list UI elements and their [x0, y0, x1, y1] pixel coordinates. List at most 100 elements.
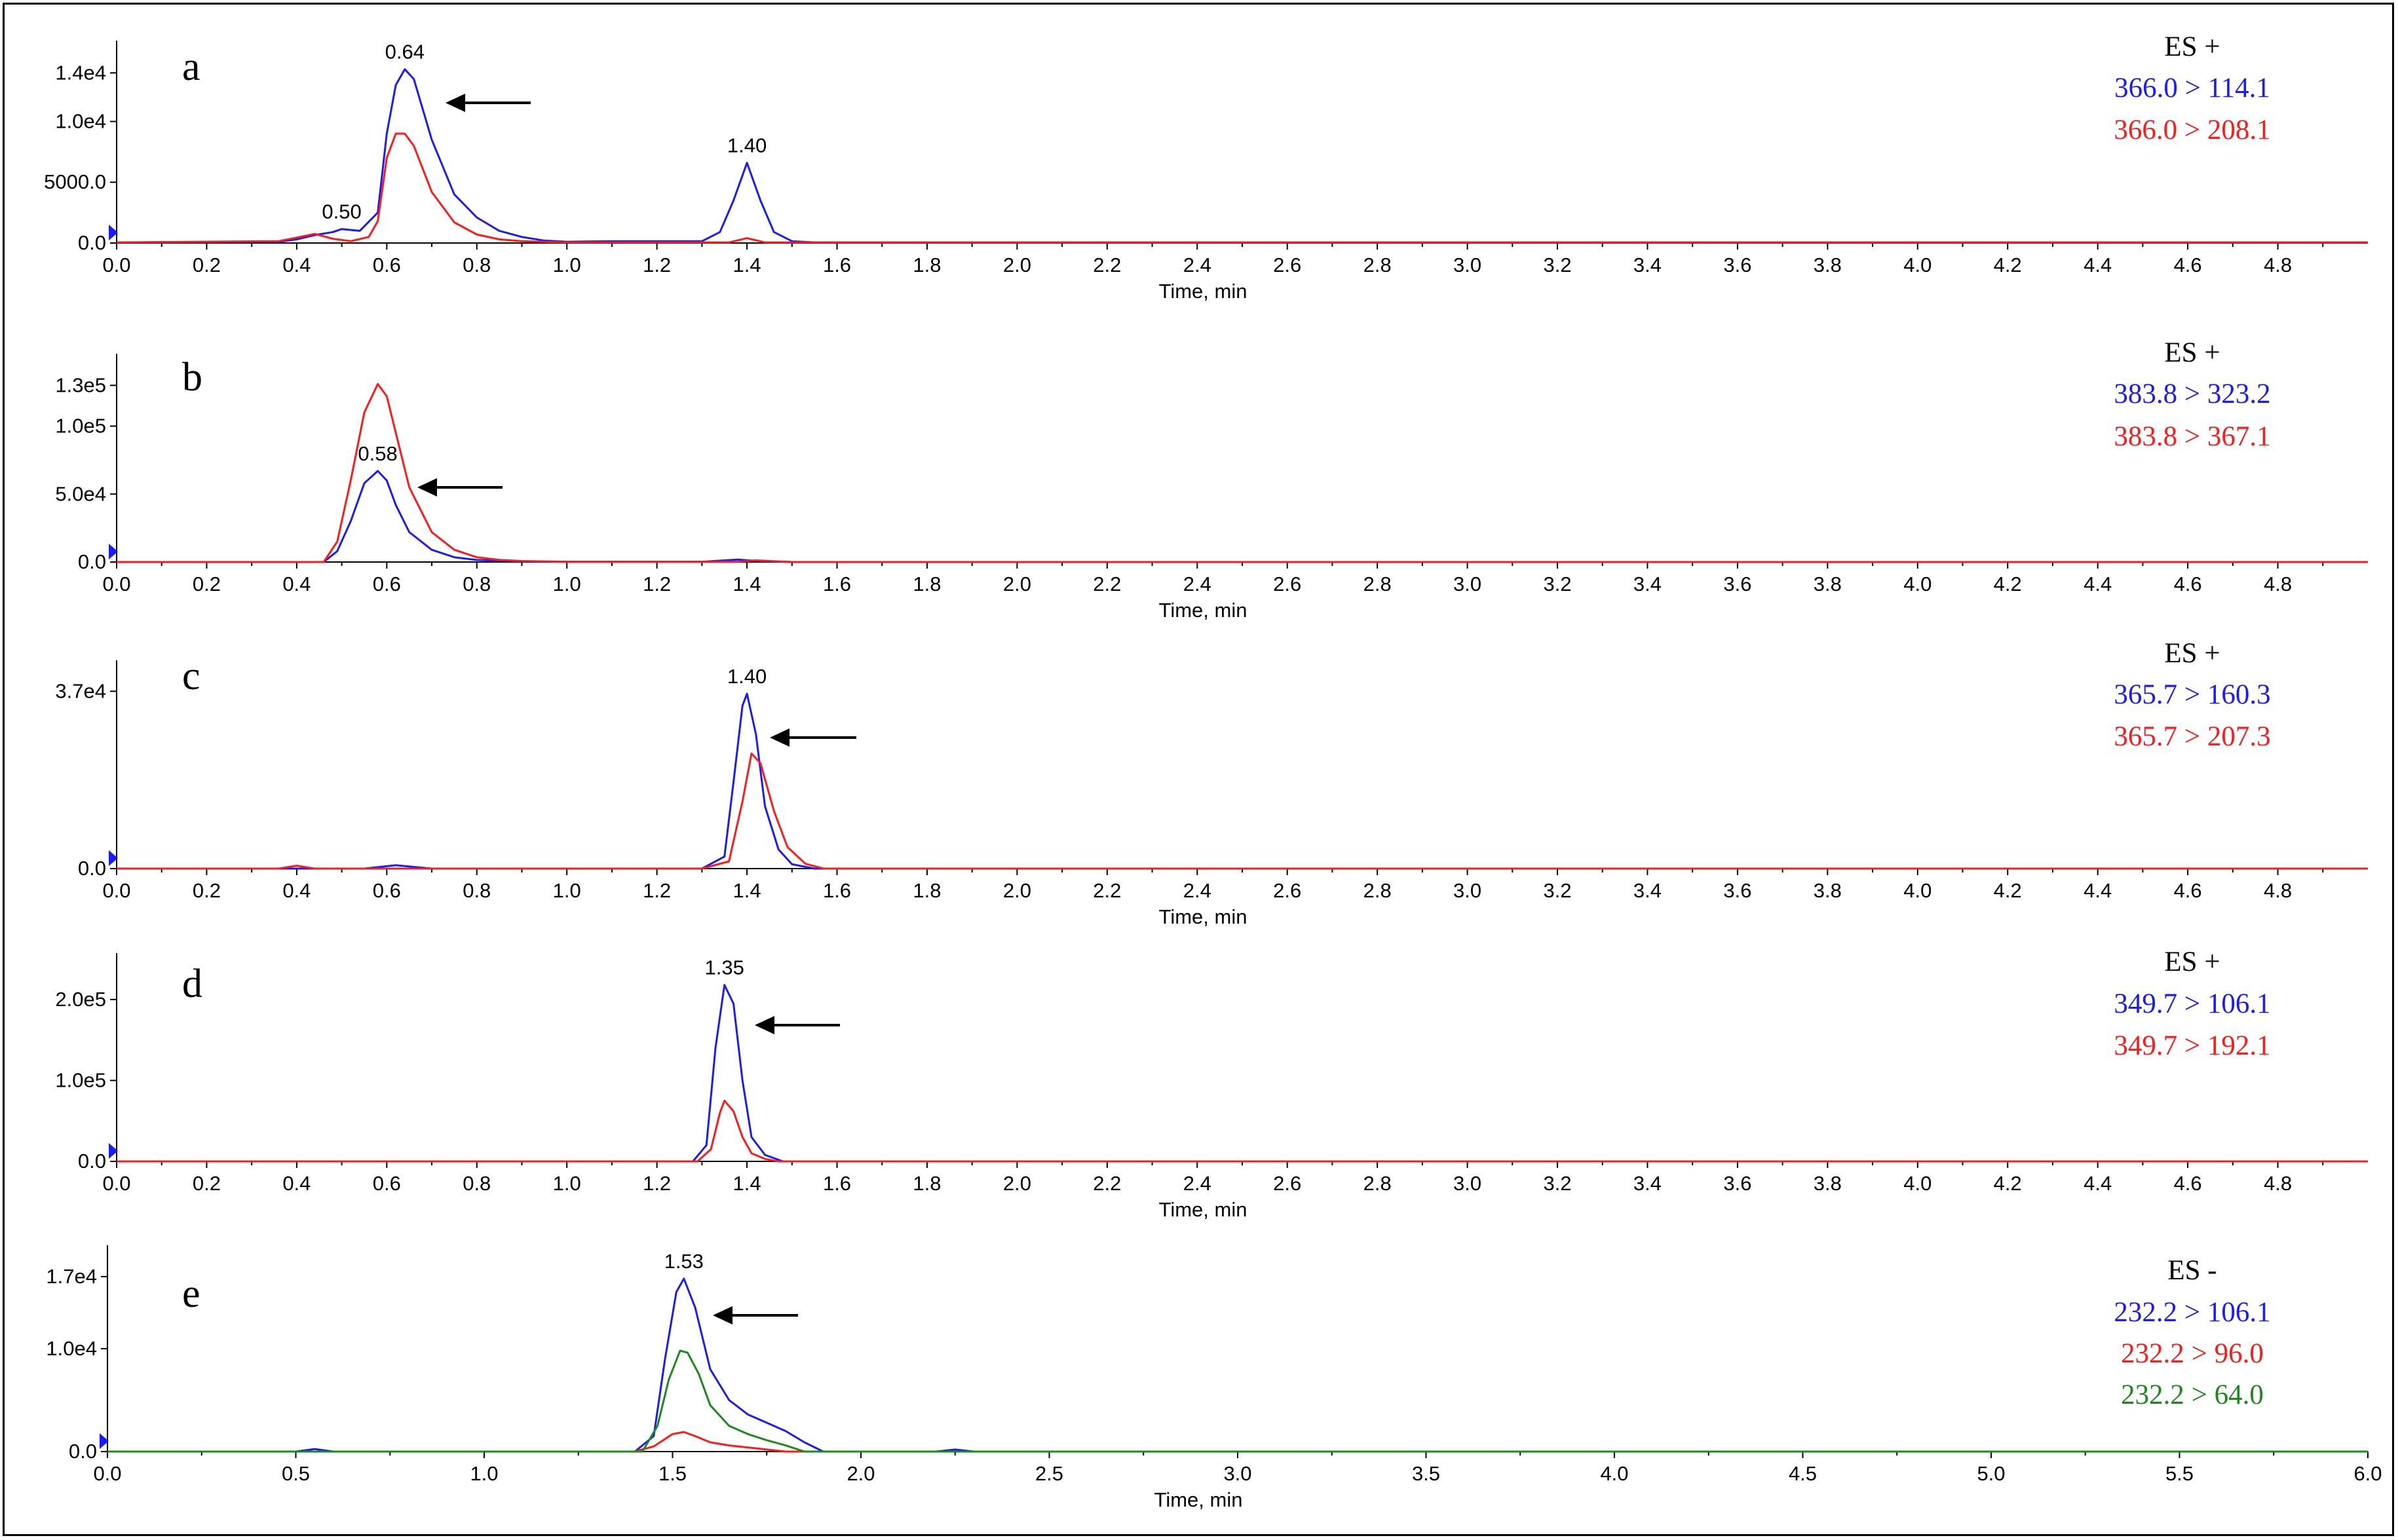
x-tick-label: 0.0 [93, 1462, 121, 1485]
x-tick-label: 3.2 [1543, 879, 1571, 902]
panel-letter: a [182, 45, 200, 89]
y-tick-label: 0.0 [78, 1150, 106, 1173]
peak-label: 0.50 [322, 200, 361, 223]
x-tick-label: 2.8 [1363, 879, 1392, 902]
x-tick-label: 0.4 [282, 254, 311, 276]
x-tick-label: 0.0 [102, 1172, 130, 1195]
x-tick-label: 4.4 [2084, 573, 2112, 595]
x-tick-label: 1.4 [733, 573, 761, 595]
figure-frame [3, 3, 2394, 1536]
x-tick-label: 4.6 [2174, 879, 2202, 902]
x-tick-label: 2.4 [1183, 254, 1211, 276]
x-tick-label: 4.0 [1903, 1172, 1932, 1195]
x-tick-label: 0.6 [373, 1172, 401, 1195]
series-line-1 [117, 692, 2368, 870]
x-tick-label: 4.6 [2174, 573, 2202, 595]
panel-letter: c [182, 654, 200, 698]
x-tick-label: 3.0 [1453, 254, 1481, 276]
arrow-head [446, 94, 465, 112]
y-tick-label: 1.3e5 [55, 373, 106, 396]
x-tick-label: 1.2 [643, 573, 671, 595]
x-tick-label: 2.4 [1183, 1172, 1211, 1195]
x-tick-label: 1.8 [913, 254, 941, 276]
y-tick-label: 5.0e4 [55, 482, 106, 505]
series-line-1 [116, 68, 2368, 244]
series-line-1 [117, 470, 2368, 563]
chart-panel-d: 0.0 1.0e5 2.0e5 0.0 0.2 0.4 0.6 0.8 1.0 1.2 1.4 1.6… [55, 947, 2368, 1221]
panel-letter: e [182, 1271, 200, 1316]
x-tick-label: 4.8 [2264, 879, 2292, 902]
x-tick-label: 2.8 [1363, 573, 1392, 595]
arrow-head [770, 728, 790, 747]
peak-label: 1.53 [664, 1250, 704, 1273]
x-tick-label: 0.4 [282, 573, 311, 595]
x-tick-label: 4.8 [2264, 254, 2292, 276]
x-tick-label: 3.2 [1543, 254, 1571, 276]
x-axis-title: Time, min [1159, 280, 1247, 303]
x-tick-label: 1.0 [553, 1172, 581, 1195]
chart-panel-c: 0.0 3.7e4 0.0 0.2 0.4 0.6 0.8 1.0 1.2 1.4 1.6 1.8 2.… [55, 638, 2368, 928]
x-tick-label: 0.0 [102, 879, 130, 902]
series-line-2 [117, 752, 2368, 870]
x-tick-label: 0.6 [373, 573, 401, 595]
x-tick-label: 3.0 [1453, 879, 1481, 902]
ionization-mode: ES - [2167, 1255, 2217, 1286]
y-tick-label: 0.0 [78, 550, 106, 573]
x-tick-label: 0.2 [193, 573, 221, 595]
panel-letter: d [182, 962, 202, 1006]
x-tick-label: 1.6 [823, 1172, 851, 1195]
x-tick-label: 0.4 [282, 879, 311, 902]
x-tick-label: 3.6 [1723, 879, 1751, 902]
x-tick-label: 1.2 [643, 254, 671, 276]
x-tick-label: 0.2 [193, 254, 221, 276]
x-tick-label: 1.6 [823, 573, 851, 595]
x-tick-label: 1.4 [733, 254, 761, 276]
series-line-2 [107, 1431, 2368, 1453]
x-tick-label: 2.6 [1273, 1172, 1301, 1195]
x-tick-label: 4.0 [1903, 254, 1932, 276]
x-tick-label: 1.2 [643, 879, 671, 902]
legend-entry: 232.2 > 96.0 [2121, 1338, 2264, 1369]
x-tick-label: 4.0 [1903, 879, 1932, 902]
x-tick-label: 4.8 [2264, 573, 2292, 595]
peak-label: 1.35 [705, 956, 744, 979]
origin-marker [100, 1433, 109, 1449]
chart-panel-a: 0.0 5000.0 1.0e4 1.4e4 0.0 0.2 0.4 0.6 0.8 1.0 1.2… [44, 31, 2368, 303]
y-tick-label: 0.0 [69, 1440, 97, 1463]
origin-marker [109, 850, 118, 866]
x-tick-label: 5.0 [1977, 1462, 2005, 1485]
legend-entry: 349.7 > 192.1 [2114, 1030, 2270, 1061]
x-tick-label: 4.2 [1994, 254, 2022, 276]
x-tick-label: 3.6 [1723, 254, 1751, 276]
x-tick-label: 1.6 [823, 879, 851, 902]
x-tick-label: 0.8 [463, 254, 491, 276]
x-tick-label: 1.8 [913, 573, 941, 595]
x-tick-label: 4.6 [2174, 254, 2202, 276]
x-tick-label: 1.0 [553, 254, 581, 276]
y-tick-label: 1.4e4 [55, 61, 106, 84]
x-axis-title: Time, min [1159, 1198, 1247, 1221]
series-line-1 [107, 1277, 2368, 1453]
x-tick-label: 3.8 [1814, 254, 1842, 276]
x-tick-label: 3.4 [1633, 573, 1662, 595]
x-tick-label: 4.8 [2264, 1172, 2292, 1195]
x-tick-label: 2.2 [1093, 879, 1121, 902]
x-tick-label: 2.6 [1273, 254, 1301, 276]
series-line-2 [117, 1099, 2368, 1163]
y-tick-label: 5000.0 [44, 170, 106, 193]
peak-label: 0.64 [385, 41, 425, 64]
x-axis-title: Time, min [1159, 599, 1247, 622]
x-tick-label: 2.6 [1273, 573, 1301, 595]
x-tick-label: 0.8 [463, 879, 491, 902]
arrow-head [713, 1306, 733, 1324]
y-tick-label: 2.0e5 [55, 988, 106, 1011]
legend-entry: 366.0 > 208.1 [2114, 115, 2270, 145]
x-tick-label: 2.0 [1003, 254, 1031, 276]
x-tick-label: 3.8 [1814, 573, 1842, 595]
x-tick-label: 1.4 [733, 1172, 761, 1195]
x-tick-label: 1.4 [733, 879, 761, 902]
x-tick-label: 2.6 [1273, 879, 1301, 902]
x-tick-label: 1.5 [658, 1462, 687, 1485]
x-tick-label: 0.8 [463, 573, 491, 595]
x-tick-label: 3.5 [1412, 1462, 1440, 1485]
